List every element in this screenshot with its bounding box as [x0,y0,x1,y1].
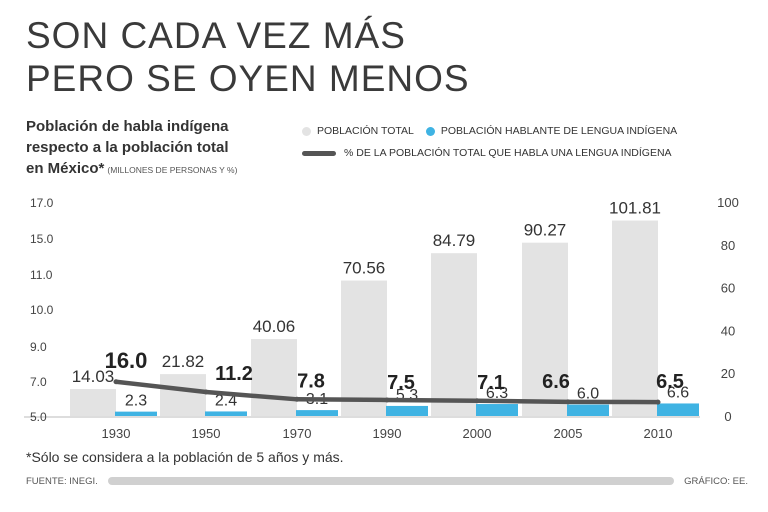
bar-total [612,220,658,416]
right-axis-tick: 60 [721,281,735,296]
units-note: (MILLONES DE PERSONAS Y %) [107,165,238,175]
bar-indigenous [296,410,338,416]
bar-total [431,253,477,416]
percent-point [203,389,209,395]
right-axis-tick: 100 [717,195,739,210]
percent-label: 7.8 [297,370,325,392]
right-axis-tick: 0 [724,409,731,424]
percent-label: 7.1 [477,372,505,394]
footer: FUENTE: INEGI. GRÁFICO: EE. [26,473,748,489]
legend-swatch-percent [302,150,336,156]
percent-label: 16.0 [105,348,148,373]
subtitle-line-1: Población de habla indígena [26,118,229,135]
chart: 17.0 15.0 11.0 10.0 9.0 7.0 5.0 100 80 60 40 20 0 14.… [0,180,768,450]
bar-indigenous [476,404,518,416]
legend-item-indigenous: POBLACIÓN HABLANTE DE LENGUA INDÍGENA [425,125,678,137]
percent-label: 7.5 [387,372,415,394]
x-axis-label: 2005 [554,426,583,441]
bar-total-label: 14.03 [72,367,115,386]
bar-total [160,374,206,416]
subtitle-line-2: respecto a la población total [26,139,229,156]
headline-line-1: SON CADA VEZ MÁS [26,15,406,56]
percent-point [384,397,390,403]
legend-label-percent: % DE LA POBLACIÓN TOTAL QUE HABLA UNA LE… [344,147,672,159]
bar-total [70,389,116,416]
legend-label-indigenous: POBLACIÓN HABLANTE DE LENGUA INDÍGENA [440,125,678,137]
right-axis-tick: 20 [721,366,735,381]
right-axis-tick: 80 [721,238,735,253]
x-axis-label: 1990 [373,426,402,441]
chart-subtitle: Población de habla indígena respecto a l… [26,116,316,181]
percent-point [474,398,480,404]
percent-label: 6.6 [542,371,570,393]
bar-indigenous-label: 6.0 [577,386,599,403]
bar-total [251,339,297,416]
bar-indigenous [386,405,428,416]
bar-indigenous [657,403,699,416]
bar-total-label: 90.27 [524,221,567,240]
footer-rule [107,477,675,485]
bar-total-label: 21.82 [162,352,205,371]
bar-total-label: 70.56 [343,259,386,278]
percent-point [294,396,300,402]
headline: SON CADA VEZ MÁS PERO SE OYEN MENOS [26,14,746,100]
left-axis-tick: 11.0 [30,268,53,282]
x-axis-label: 2000 [463,426,492,441]
legend-swatch-total [302,126,311,136]
x-axis-label: 1970 [283,426,312,441]
x-axis-label: 1950 [192,426,221,441]
left-axis-tick: 7.0 [30,375,47,389]
headline-line-2: PERO SE OYEN MENOS [26,58,470,99]
bar-indigenous-label: 2.3 [125,393,147,410]
bar-indigenous [205,411,247,416]
credit: GRÁFICO: EE. [684,475,748,487]
bar-indigenous-label: 2.4 [215,392,237,409]
bar-total [522,242,568,416]
subtitle-line-3-text: en México* [26,160,105,177]
bar-total-label: 84.79 [433,231,476,250]
legend-item-total: POBLACIÓN TOTAL [302,125,414,137]
bar-indigenous [115,411,157,416]
bar-total [341,280,387,416]
percent-point [655,399,661,405]
percent-point [113,379,119,385]
bar-total-label: 101.81 [609,199,661,218]
x-axis-label: 1930 [102,426,131,441]
legend-swatch-indigenous [425,126,435,136]
source: FUENTE: INEGI. [26,475,98,487]
x-axis-label: 2010 [644,426,673,441]
bar-indigenous [567,404,609,416]
percent-label: 6.5 [656,371,684,393]
left-axis-tick: 10.0 [30,303,54,317]
left-axis-tick: 9.0 [30,340,47,354]
left-axis-tick: 17.0 [30,196,54,210]
percent-point [565,399,571,405]
percent-label: 11.2 [215,363,253,385]
bar-indigenous-label: 6.6 [667,384,689,401]
chart-svg: 17.0 15.0 11.0 10.0 9.0 7.0 5.0 100 80 60 40 20 0 14.… [24,195,739,441]
right-axis-tick: 40 [721,323,735,338]
left-axis-tick: 15.0 [30,232,54,246]
footnote: *Sólo se considera a la población de 5 a… [26,449,344,465]
bar-indigenous-label: 6.3 [486,385,508,402]
legend-row-2: % DE LA POBLACIÓN TOTAL QUE HABLA UNA LE… [302,142,762,164]
legend-row-1: POBLACIÓN TOTAL POBLACIÓN HABLANTE DE LE… [302,120,762,142]
left-axis-tick: 5.0 [30,410,47,424]
legend-label-total: POBLACIÓN TOTAL [317,125,414,137]
bar-total-label: 40.06 [253,317,296,336]
legend: POBLACIÓN TOTAL POBLACIÓN HABLANTE DE LE… [302,120,762,164]
subtitle-line-3: en México* (MILLONES DE PERSONAS Y %) [26,158,316,181]
